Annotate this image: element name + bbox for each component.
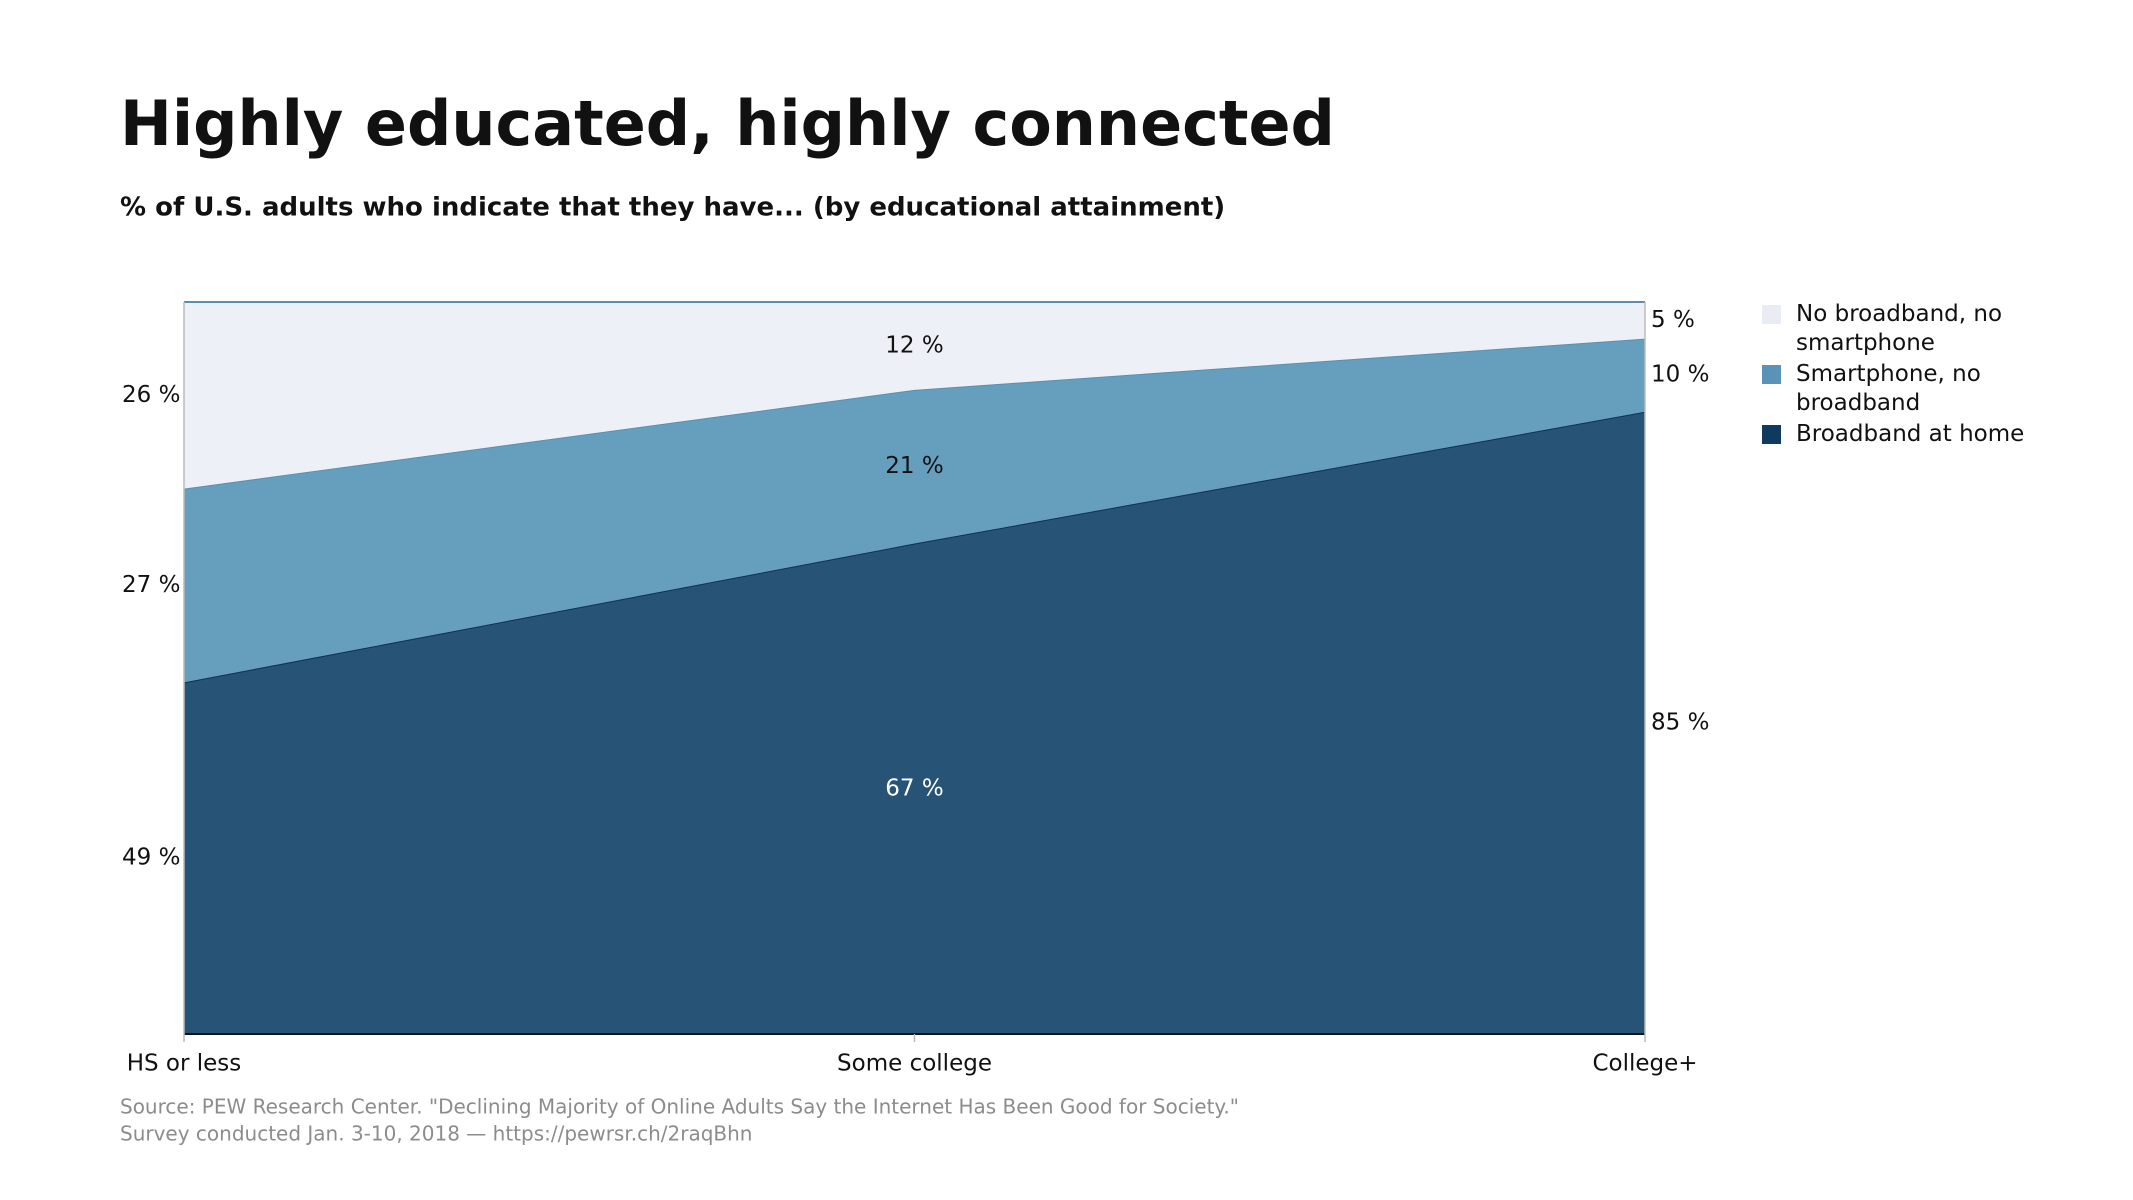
legend-item: Smartphone, no broadband: [1762, 360, 2052, 418]
legend-label: Broadband at home: [1796, 421, 2025, 447]
legend-swatch: [1762, 425, 1781, 444]
legend-swatch: [1762, 305, 1781, 324]
legend: No broadband, no smartphone Smartphone, n…: [1762, 300, 2052, 451]
area: [184, 302, 1645, 489]
value-label: 5 %: [1651, 307, 1695, 333]
x-tick-label: Some college: [837, 1051, 992, 1077]
legend-item: Broadband at home: [1762, 420, 2052, 449]
value-label: 49 %: [122, 845, 180, 871]
value-label: 27 %: [122, 572, 180, 598]
value-label: 67 %: [885, 775, 943, 801]
legend-label: No broadband, no smartphone: [1796, 301, 2003, 356]
area: [184, 411, 1645, 1034]
chart-subtitle: % of U.S. adults who indicate that they …: [120, 193, 1225, 223]
value-label: 12 %: [885, 332, 943, 358]
legend-swatch: [1762, 365, 1781, 384]
source: Survey conducted Jan. 3-10, 2018 — https…: [120, 1122, 752, 1146]
x-tick-label: College+: [1592, 1051, 1697, 1077]
x-tick-label: HS or less: [127, 1051, 242, 1077]
value-label: 21 %: [885, 453, 943, 479]
value-label: 26 %: [122, 382, 180, 408]
chart-title: Highly educated, highly connected: [120, 87, 1335, 160]
area: [184, 338, 1645, 683]
value-label: 10 %: [1651, 362, 1709, 388]
legend-item: No broadband, no smartphone: [1762, 300, 2052, 358]
source: Source: PEW Research Center. "Declining …: [120, 1095, 1239, 1119]
legend-label: Smartphone, no broadband: [1796, 361, 1981, 416]
value-label: 85 %: [1651, 709, 1709, 735]
